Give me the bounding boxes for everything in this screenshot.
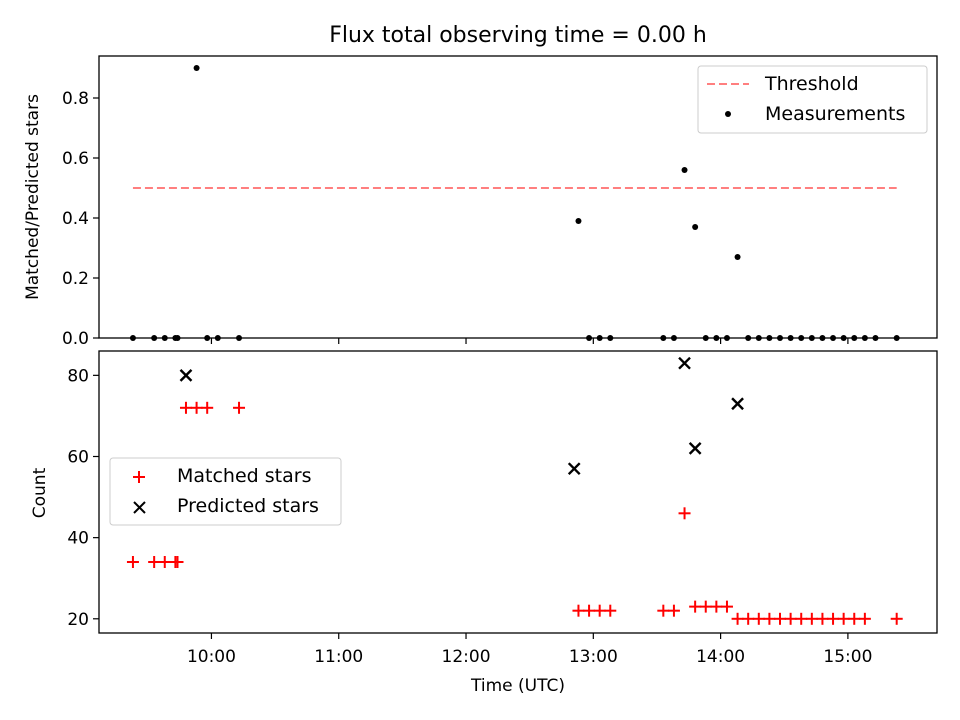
top-tick-layer: 0.0 0.2 0.4 0.6 0.8 xyxy=(62,89,849,349)
matched-star-point xyxy=(763,612,776,625)
matched-star-point xyxy=(699,600,712,613)
bottom-y-axis-label: Count xyxy=(30,467,50,518)
legend-predicted-label: Predicted stars xyxy=(177,495,319,517)
legend-matched-swatch xyxy=(133,471,145,483)
matched-star-point xyxy=(201,401,214,414)
matched-star-point xyxy=(604,604,617,617)
measurement-point xyxy=(681,167,688,173)
matched-star-point xyxy=(890,612,903,625)
matched-star-point xyxy=(678,507,691,520)
matched-star-point xyxy=(795,612,808,625)
matched-star-point xyxy=(657,604,670,617)
matched-star-point xyxy=(720,600,733,613)
top-y-tick-label: 0.6 xyxy=(62,149,89,169)
bottom-tick-layer: 20 40 60 80 10:00 11:00 12:00 13:00 14:00 15:00 xyxy=(67,366,872,667)
x-tick-label: 15:00 xyxy=(823,647,872,667)
bottom-legend-frame xyxy=(109,457,342,526)
matched-star-point xyxy=(667,604,680,617)
x-tick-label: 12:00 xyxy=(442,647,491,667)
matched-star-point xyxy=(179,401,192,414)
matched-star-point xyxy=(752,612,765,625)
x-tick-label: 10:00 xyxy=(187,647,236,667)
legend-predicted-swatch xyxy=(133,501,146,514)
bottom-y-tick-label: 40 xyxy=(67,529,89,549)
top-y-tick-label: 0.0 xyxy=(62,329,89,349)
matched-star-point xyxy=(827,612,840,625)
matched-star-point xyxy=(858,612,871,625)
bottom-marks-layer xyxy=(126,356,903,625)
matched-star-point xyxy=(233,401,246,414)
legend-measurements-swatch xyxy=(725,111,731,117)
matched-star-point xyxy=(148,555,161,568)
predicted-star-point xyxy=(179,368,193,382)
matched-star-point xyxy=(805,612,818,625)
bottom-y-tick-label: 20 xyxy=(67,610,89,630)
matched-star-point xyxy=(774,612,787,625)
x-tick-label: 14:00 xyxy=(696,647,745,667)
matched-star-point xyxy=(572,604,585,617)
matched-star-point xyxy=(583,604,596,617)
matched-star-point xyxy=(158,555,171,568)
predicted-star-stroke xyxy=(731,397,744,411)
matched-star-point xyxy=(593,604,606,617)
top-y-axis-label: Matched/Predicted stars xyxy=(23,94,43,300)
x-axis-label: Time (UTC) xyxy=(470,676,565,696)
predicted-star-stroke xyxy=(688,442,702,455)
predicted-star-point xyxy=(567,462,581,476)
legend-matched-label: Matched stars xyxy=(177,465,311,487)
chart-title: Flux total observing time = 0.00 h xyxy=(329,23,707,48)
top-y-tick-label: 0.2 xyxy=(62,269,89,289)
bottom-y-tick-label: 80 xyxy=(67,366,89,386)
predicted-star-point xyxy=(688,442,702,455)
matched-star-point xyxy=(742,612,755,625)
top-marks-layer xyxy=(129,65,900,341)
top-legend: Threshold Measurements xyxy=(697,65,928,134)
predicted-star-stroke xyxy=(179,368,193,382)
measurement-point xyxy=(193,65,200,71)
predicted-star-point xyxy=(731,397,744,411)
matched-star-point xyxy=(171,555,184,568)
predicted-star-stroke xyxy=(678,356,691,370)
legend-measurements-label: Measurements xyxy=(765,103,905,125)
top-axes-frame xyxy=(98,55,938,339)
matched-star-point xyxy=(689,600,702,613)
bottom-y-tick-label: 60 xyxy=(67,447,89,467)
matched-star-point xyxy=(784,612,797,625)
matched-star-point xyxy=(126,555,139,568)
matched-star-point xyxy=(837,612,850,625)
legend-threshold-label: Threshold xyxy=(764,73,859,95)
bottom-axes-frame xyxy=(98,350,938,634)
predicted-star-stroke xyxy=(567,462,581,476)
bottom-panel: 20 40 60 80 10:00 11:00 12:00 13:00 14:00 15:00 C… xyxy=(30,350,938,667)
matched-star-point xyxy=(816,612,829,625)
matched-star-point xyxy=(190,401,203,414)
matched-star-point xyxy=(731,612,744,625)
top-y-tick-label: 0.8 xyxy=(62,89,89,109)
x-tick-label: 11:00 xyxy=(314,647,363,667)
bottom-legend: Matched stars Predicted stars xyxy=(109,457,342,526)
x-tick-label: 13:00 xyxy=(569,647,618,667)
top-panel: 0.00.20.40.60.8 Matched/Predicted stars … xyxy=(23,55,938,349)
matched-star-point xyxy=(848,612,861,625)
measurement-point xyxy=(575,218,582,224)
measurement-point xyxy=(692,224,699,230)
predicted-star-point xyxy=(678,356,691,370)
matched-star-point xyxy=(710,600,723,613)
top-y-tick-label: 0.4 xyxy=(62,209,89,229)
top-legend-frame xyxy=(697,65,928,134)
measurement-point xyxy=(734,254,741,260)
